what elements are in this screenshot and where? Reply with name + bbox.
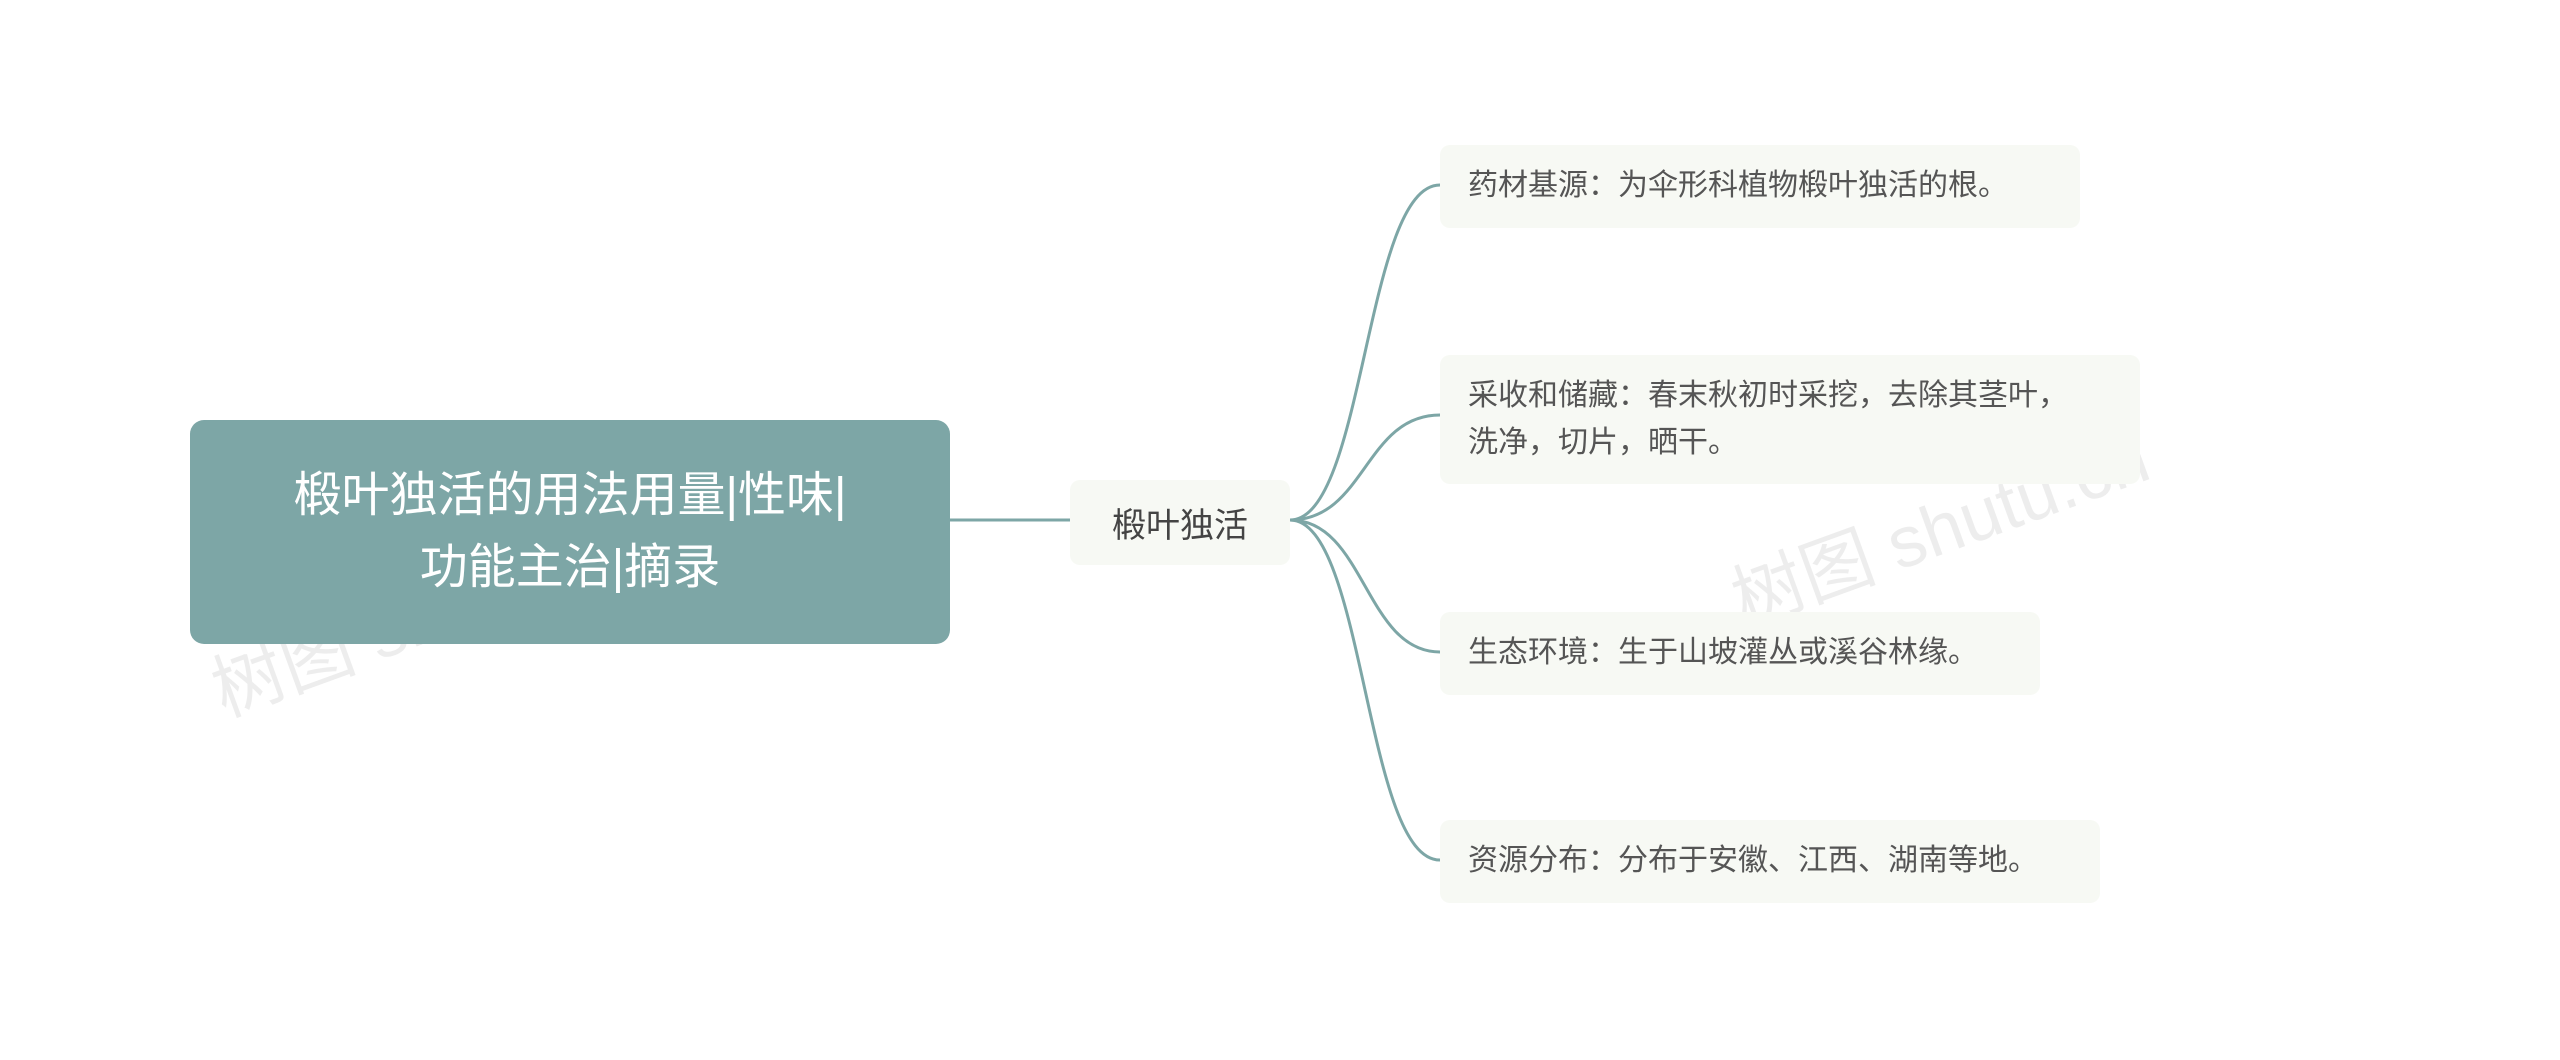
mid-label: 椴叶独活 bbox=[1112, 498, 1248, 547]
leaf-label-3: 资源分布：分布于安徽、江西、湖南等地。 bbox=[1468, 838, 2038, 885]
leaf-label-1: 采收和储藏：春末秋初时采挖，去除其茎叶， 洗净，切片，晒干。 bbox=[1468, 373, 2068, 466]
leaf-label-2: 生态环境：生于山坡灌丛或溪谷林缘。 bbox=[1468, 630, 1978, 677]
leaf-node-1: 采收和储藏：春末秋初时采挖，去除其茎叶， 洗净，切片，晒干。 bbox=[1440, 355, 2140, 484]
mid-node: 椴叶独活 bbox=[1070, 480, 1290, 565]
leaf-node-0: 药材基源：为伞形科植物椴叶独活的根。 bbox=[1440, 145, 2080, 228]
mindmap-canvas: 树图 shutu.cn 树图 shutu.cn 椴叶独活的用法用量|性味| 功能… bbox=[0, 0, 2560, 1060]
leaf-node-3: 资源分布：分布于安徽、江西、湖南等地。 bbox=[1440, 820, 2100, 903]
root-node: 椴叶独活的用法用量|性味| 功能主治|摘录 bbox=[190, 420, 950, 644]
root-label: 椴叶独活的用法用量|性味| 功能主治|摘录 bbox=[294, 460, 847, 604]
leaf-label-0: 药材基源：为伞形科植物椴叶独活的根。 bbox=[1468, 163, 2008, 210]
leaf-node-2: 生态环境：生于山坡灌丛或溪谷林缘。 bbox=[1440, 612, 2040, 695]
